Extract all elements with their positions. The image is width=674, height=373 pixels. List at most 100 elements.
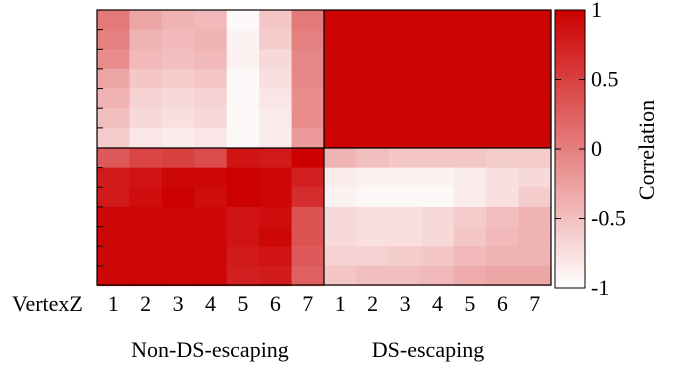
heatmap-cell-top-right xyxy=(453,10,487,31)
heatmap-cell-top-right xyxy=(486,127,520,149)
heatmap-cell-top-right xyxy=(486,29,520,50)
heatmap-cell-top-left xyxy=(291,108,325,129)
heatmap-cell-top-right xyxy=(421,10,455,31)
heatmap-cell-bottom-left xyxy=(97,187,131,208)
heatmap-cell-bottom-right xyxy=(356,206,390,228)
x-tick-label: 6 xyxy=(270,291,281,316)
heatmap-cell-bottom-right xyxy=(324,265,358,287)
x-tick-label: 1 xyxy=(335,291,346,316)
heatmap-cell-bottom-right xyxy=(453,265,487,287)
heatmap-cell-top-left xyxy=(97,108,131,129)
heatmap-cell-bottom-right xyxy=(453,167,487,188)
heatmap-cell-bottom-right xyxy=(421,148,455,169)
heatmap-cell-bottom-left xyxy=(129,187,163,208)
heatmap-cell-bottom-left xyxy=(194,148,228,169)
heatmap-cell-bottom-left xyxy=(97,246,131,267)
heatmap-cell-bottom-right xyxy=(486,226,520,247)
heatmap-cell-top-right xyxy=(324,108,358,129)
heatmap-cell-bottom-left xyxy=(291,246,325,267)
heatmap-cell-top-right xyxy=(421,49,455,70)
heatmap-cell-bottom-left xyxy=(194,246,228,267)
heatmap-cell-bottom-right xyxy=(453,226,487,247)
heatmap-cell-bottom-left xyxy=(291,265,325,287)
heatmap-cell-top-right xyxy=(421,127,455,149)
heatmap-cell-top-left xyxy=(97,88,131,109)
heatmap-cell-top-right xyxy=(324,10,358,31)
heatmap-cell-top-left xyxy=(161,49,195,70)
heatmap-cell-top-right xyxy=(356,49,390,70)
heatmap-cell-top-right xyxy=(388,127,422,149)
x-tick-label: 1 xyxy=(108,291,119,316)
heatmap-cell-bottom-right xyxy=(421,246,455,267)
heatmap-cell-bottom-right xyxy=(421,167,455,188)
heatmap-cell-top-right xyxy=(356,88,390,109)
heatmap-cell-bottom-left xyxy=(259,148,293,169)
heatmap-cell-bottom-right xyxy=(518,187,552,208)
heatmap-cell-top-left xyxy=(129,127,163,149)
heatmap-cell-bottom-left xyxy=(97,167,131,188)
x-tick-label: 4 xyxy=(432,291,443,316)
heatmap-cell-bottom-left xyxy=(226,167,260,188)
heatmap-cell-top-left xyxy=(226,29,260,50)
heatmap-cell-bottom-right xyxy=(421,226,455,247)
heatmap-cell-top-right xyxy=(324,88,358,109)
heatmap-cell-bottom-left xyxy=(129,148,163,169)
heatmap-cell-top-right xyxy=(518,68,552,90)
heatmap-cell-top-right xyxy=(421,29,455,50)
heatmap-cell-bottom-right xyxy=(388,265,422,287)
heatmap-cell-bottom-left xyxy=(161,148,195,169)
heatmap-cell-top-left xyxy=(259,68,293,90)
heatmap-cell-bottom-left xyxy=(161,246,195,267)
heatmap-cell-top-left xyxy=(161,68,195,90)
heatmap-cell-top-left xyxy=(129,29,163,50)
heatmap-cell-top-right xyxy=(453,68,487,90)
heatmap-cell-top-left xyxy=(194,49,228,70)
heatmap-cell-bottom-left xyxy=(161,226,195,247)
heatmap-cell-top-left xyxy=(161,88,195,109)
heatmap-cell-bottom-right xyxy=(324,167,358,188)
heatmap-cell-bottom-right xyxy=(453,187,487,208)
heatmap-cell-bottom-left xyxy=(194,167,228,188)
heatmap-cell-bottom-right xyxy=(518,246,552,267)
heatmap-cell-bottom-right xyxy=(324,226,358,247)
heatmap-cell-bottom-left xyxy=(194,226,228,247)
heatmap-cell-top-left xyxy=(226,49,260,70)
heatmap-cell-top-left xyxy=(161,108,195,129)
heatmap-cell-top-left xyxy=(259,10,293,31)
x-tick-label: 5 xyxy=(464,291,475,316)
heatmap-cell-bottom-right xyxy=(421,265,455,287)
heatmap-cell-bottom-left xyxy=(129,246,163,267)
heatmap-cell-bottom-left xyxy=(226,226,260,247)
heatmap-cell-bottom-left xyxy=(259,226,293,247)
heatmap-cell-bottom-left xyxy=(291,226,325,247)
heatmap-cell-bottom-left xyxy=(259,246,293,267)
heatmap-cell-top-right xyxy=(388,88,422,109)
heatmap-cell-bottom-left xyxy=(291,167,325,188)
heatmap-cell-top-left xyxy=(194,68,228,90)
heatmap-cell-top-right xyxy=(518,10,552,31)
heatmap-cells xyxy=(97,10,552,287)
x-tick-label: 7 xyxy=(529,291,540,316)
heatmap-cell-bottom-right xyxy=(486,187,520,208)
heatmap-cell-top-left xyxy=(129,88,163,109)
heatmap-cell-top-right xyxy=(453,108,487,129)
heatmap-cell-top-left xyxy=(259,88,293,109)
heatmap-cell-top-right xyxy=(518,88,552,109)
x-tick-label: 7 xyxy=(302,291,313,316)
heatmap-cell-top-left xyxy=(129,10,163,31)
heatmap-cell-bottom-right xyxy=(518,265,552,287)
heatmap-cell-top-right xyxy=(356,127,390,149)
heatmap-cell-bottom-left xyxy=(194,187,228,208)
heatmap-cell-top-right xyxy=(324,127,358,149)
x-tick-label: 4 xyxy=(205,291,216,316)
heatmap-cell-bottom-left xyxy=(97,206,131,228)
heatmap-cell-bottom-right xyxy=(388,206,422,228)
heatmap-cell-bottom-left xyxy=(259,265,293,287)
heatmap-cell-top-right xyxy=(453,127,487,149)
heatmap-cell-bottom-left xyxy=(226,265,260,287)
colorbar: 1 0.5 0 -0.5 -1 xyxy=(554,0,626,300)
colorbar-title: Correlation xyxy=(634,100,659,200)
heatmap-cell-top-right xyxy=(486,68,520,90)
